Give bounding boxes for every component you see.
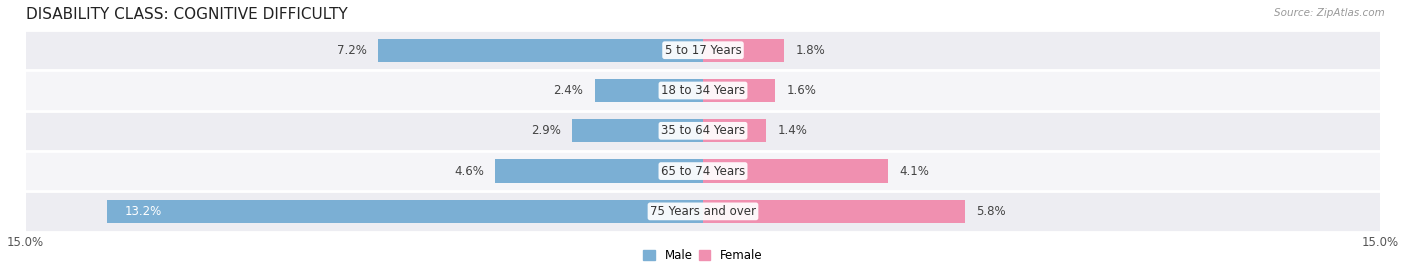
Bar <box>25 111 1381 151</box>
Text: 4.1%: 4.1% <box>900 165 929 178</box>
Text: 2.9%: 2.9% <box>531 124 561 137</box>
Bar <box>107 200 703 223</box>
Bar <box>703 159 889 183</box>
Bar <box>25 191 1381 232</box>
Text: 65 to 74 Years: 65 to 74 Years <box>661 165 745 178</box>
Bar <box>572 119 703 143</box>
Text: 13.2%: 13.2% <box>125 205 162 218</box>
Text: Source: ZipAtlas.com: Source: ZipAtlas.com <box>1274 8 1385 18</box>
Text: 75 Years and over: 75 Years and over <box>650 205 756 218</box>
Text: 5 to 17 Years: 5 to 17 Years <box>665 44 741 57</box>
Legend: Male, Female: Male, Female <box>644 249 762 262</box>
Text: 18 to 34 Years: 18 to 34 Years <box>661 84 745 97</box>
Bar <box>25 151 1381 191</box>
Bar <box>703 79 775 102</box>
Bar <box>495 159 703 183</box>
Text: 5.8%: 5.8% <box>976 205 1005 218</box>
Text: 1.4%: 1.4% <box>778 124 807 137</box>
Text: 1.6%: 1.6% <box>786 84 817 97</box>
Text: 2.4%: 2.4% <box>554 84 583 97</box>
Text: DISABILITY CLASS: COGNITIVE DIFFICULTY: DISABILITY CLASS: COGNITIVE DIFFICULTY <box>25 7 347 22</box>
Bar <box>595 79 703 102</box>
Text: 1.8%: 1.8% <box>796 44 825 57</box>
Text: 7.2%: 7.2% <box>336 44 367 57</box>
Text: 4.6%: 4.6% <box>454 165 484 178</box>
Text: 35 to 64 Years: 35 to 64 Years <box>661 124 745 137</box>
Bar <box>703 119 766 143</box>
Bar <box>25 30 1381 70</box>
Bar <box>378 39 703 62</box>
Bar <box>25 70 1381 111</box>
Bar <box>703 39 785 62</box>
Bar <box>703 200 965 223</box>
